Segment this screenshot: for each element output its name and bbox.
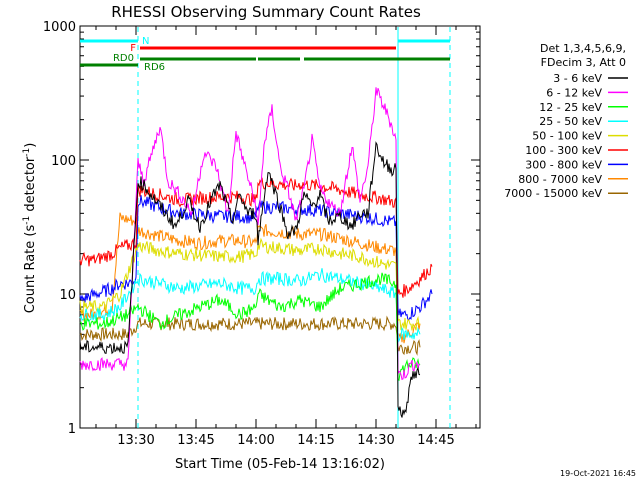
series-25-50-kev <box>79 268 421 343</box>
y-axis-label-main: Count Rate (s <box>23 225 38 314</box>
plot-frame <box>79 25 481 429</box>
state-label-rd0: RD0 <box>113 53 134 64</box>
y-axis-label-mid: detector <box>23 156 38 216</box>
legend-label: 3 - 6 keV <box>553 72 602 85</box>
x-tick-label: 14:15 <box>297 433 334 448</box>
legend-label: 100 - 300 keV <box>525 144 602 157</box>
y-tick-label: 100 <box>51 154 76 169</box>
legend-header-line-1: Det 1,3,4,5,6,9, <box>540 42 626 55</box>
state-label-rd6: RD6 <box>144 62 165 73</box>
state-label-f: F <box>130 43 136 54</box>
x-tick-label: 14:30 <box>357 433 394 448</box>
legend-label: 300 - 800 keV <box>525 158 602 171</box>
x-tick-label: 14:00 <box>237 433 274 448</box>
y-axis-label: Count Rate (s-1 detector-1) <box>22 143 38 314</box>
y-tick-label: 10 <box>59 288 76 303</box>
series-300-800-kev <box>79 195 433 322</box>
y-axis-label-sup: -1 <box>22 216 32 225</box>
series-3-6-kev <box>79 141 421 418</box>
y-tick-label: 1000 <box>43 20 76 35</box>
state-label-n: N <box>142 36 149 47</box>
x-tick-label: 13:30 <box>117 433 154 448</box>
series-100-300-kev <box>79 177 433 298</box>
legend-label: 6 - 12 keV <box>546 86 602 99</box>
legend-label: 12 - 25 keV <box>539 101 602 114</box>
x-axis-label: Start Time (05-Feb-14 13:16:02) <box>175 457 385 472</box>
x-tick-label: 14:45 <box>417 433 454 448</box>
legend-label: 50 - 100 keV <box>532 130 602 143</box>
legend-label: 7000 - 15000 keV <box>504 187 602 200</box>
series-50-100-kev <box>79 237 421 331</box>
timestamp: 19-Oct-2021 16:45 <box>560 469 636 478</box>
series-6-12-kev <box>79 87 421 381</box>
plot-area: 1 10 100 1000 13:30 13:45 14:00 14:15 14:30 14:45… <box>43 20 481 448</box>
x-tick-label: 13:45 <box>177 433 214 448</box>
legend-label: 800 - 7000 keV <box>518 173 602 186</box>
y-tick-label: 1 <box>68 422 76 437</box>
legend-label: 25 - 50 keV <box>539 115 602 128</box>
series-7000-15000-kev <box>79 315 421 356</box>
chart-title: RHESSI Observing Summary Count Rates <box>111 3 421 21</box>
legend-header-line-2: FDecim 3, Att 0 <box>541 56 626 69</box>
series-12-25-kev <box>79 272 421 382</box>
y-axis-label-end: ) <box>23 143 38 148</box>
y-axis-label-sup2: -1 <box>22 148 32 157</box>
